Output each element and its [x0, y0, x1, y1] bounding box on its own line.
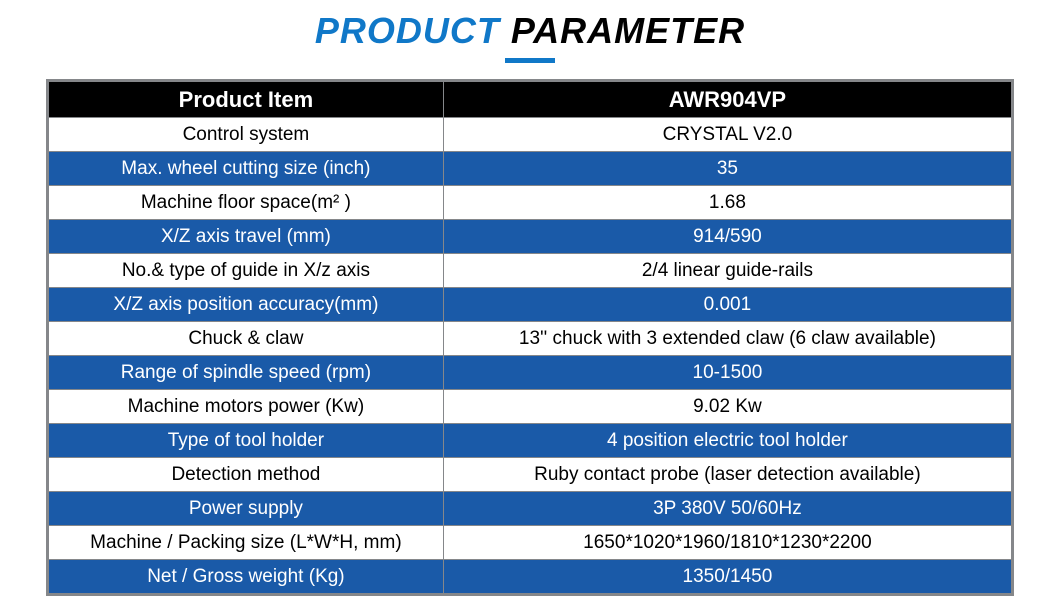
table-row: Net / Gross weight (Kg)1350/1450 [49, 560, 1012, 594]
parameter-table-wrap: Product Item AWR904VP Control systemCRYS… [46, 79, 1014, 596]
cell-value: 3P 380V 50/60Hz [443, 492, 1011, 526]
table-row: Type of tool holder4 position electric t… [49, 424, 1012, 458]
cell-item: Max. wheel cutting size (inch) [49, 152, 444, 186]
header-item: Product Item [49, 82, 444, 118]
cell-value: 35 [443, 152, 1011, 186]
cell-item: Machine motors power (Kw) [49, 390, 444, 424]
table-row: Machine floor space(m² )1.68 [49, 186, 1012, 220]
cell-item: Detection method [49, 458, 444, 492]
cell-item: Machine / Packing size (L*W*H, mm) [49, 526, 444, 560]
cell-item: Chuck & claw [49, 322, 444, 356]
page-heading: PRODUCT PARAMETER [0, 0, 1060, 79]
heading-underline [505, 58, 555, 63]
cell-value: 10-1500 [443, 356, 1011, 390]
heading-text: PRODUCT PARAMETER [0, 10, 1060, 52]
table-row: No.& type of guide in X/z axis2/4 linear… [49, 254, 1012, 288]
table-row: Detection methodRuby contact probe (lase… [49, 458, 1012, 492]
header-value: AWR904VP [443, 82, 1011, 118]
table-row: Range of spindle speed (rpm)10-1500 [49, 356, 1012, 390]
cell-item: Power supply [49, 492, 444, 526]
heading-word2: PARAMETER [511, 10, 745, 51]
parameter-table: Product Item AWR904VP Control systemCRYS… [48, 81, 1012, 594]
cell-item: Net / Gross weight (Kg) [49, 560, 444, 594]
cell-item: Range of spindle speed (rpm) [49, 356, 444, 390]
cell-item: Machine floor space(m² ) [49, 186, 444, 220]
cell-value: 4 position electric tool holder [443, 424, 1011, 458]
cell-value: 1350/1450 [443, 560, 1011, 594]
cell-value: Ruby contact probe (laser detection avai… [443, 458, 1011, 492]
cell-value: 13'' chuck with 3 extended claw (6 claw … [443, 322, 1011, 356]
cell-value: 1650*1020*1960/1810*1230*2200 [443, 526, 1011, 560]
cell-item: X/Z axis position accuracy(mm) [49, 288, 444, 322]
cell-item: Type of tool holder [49, 424, 444, 458]
cell-item: Control system [49, 118, 444, 152]
cell-value: 914/590 [443, 220, 1011, 254]
table-row: X/Z axis travel (mm)914/590 [49, 220, 1012, 254]
table-body: Control systemCRYSTAL V2.0Max. wheel cut… [49, 118, 1012, 594]
table-row: Chuck & claw13'' chuck with 3 extended c… [49, 322, 1012, 356]
cell-value: 2/4 linear guide-rails [443, 254, 1011, 288]
cell-item: No.& type of guide in X/z axis [49, 254, 444, 288]
cell-value: 0.001 [443, 288, 1011, 322]
table-row: Machine motors power (Kw)9.02 Kw [49, 390, 1012, 424]
heading-word1: PRODUCT [315, 10, 500, 51]
cell-value: 9.02 Kw [443, 390, 1011, 424]
cell-item: X/Z axis travel (mm) [49, 220, 444, 254]
table-row: Power supply3P 380V 50/60Hz [49, 492, 1012, 526]
cell-value: CRYSTAL V2.0 [443, 118, 1011, 152]
table-row: X/Z axis position accuracy(mm)0.001 [49, 288, 1012, 322]
table-row: Control systemCRYSTAL V2.0 [49, 118, 1012, 152]
table-row: Machine / Packing size (L*W*H, mm)1650*1… [49, 526, 1012, 560]
table-header-row: Product Item AWR904VP [49, 82, 1012, 118]
cell-value: 1.68 [443, 186, 1011, 220]
table-row: Max. wheel cutting size (inch)35 [49, 152, 1012, 186]
